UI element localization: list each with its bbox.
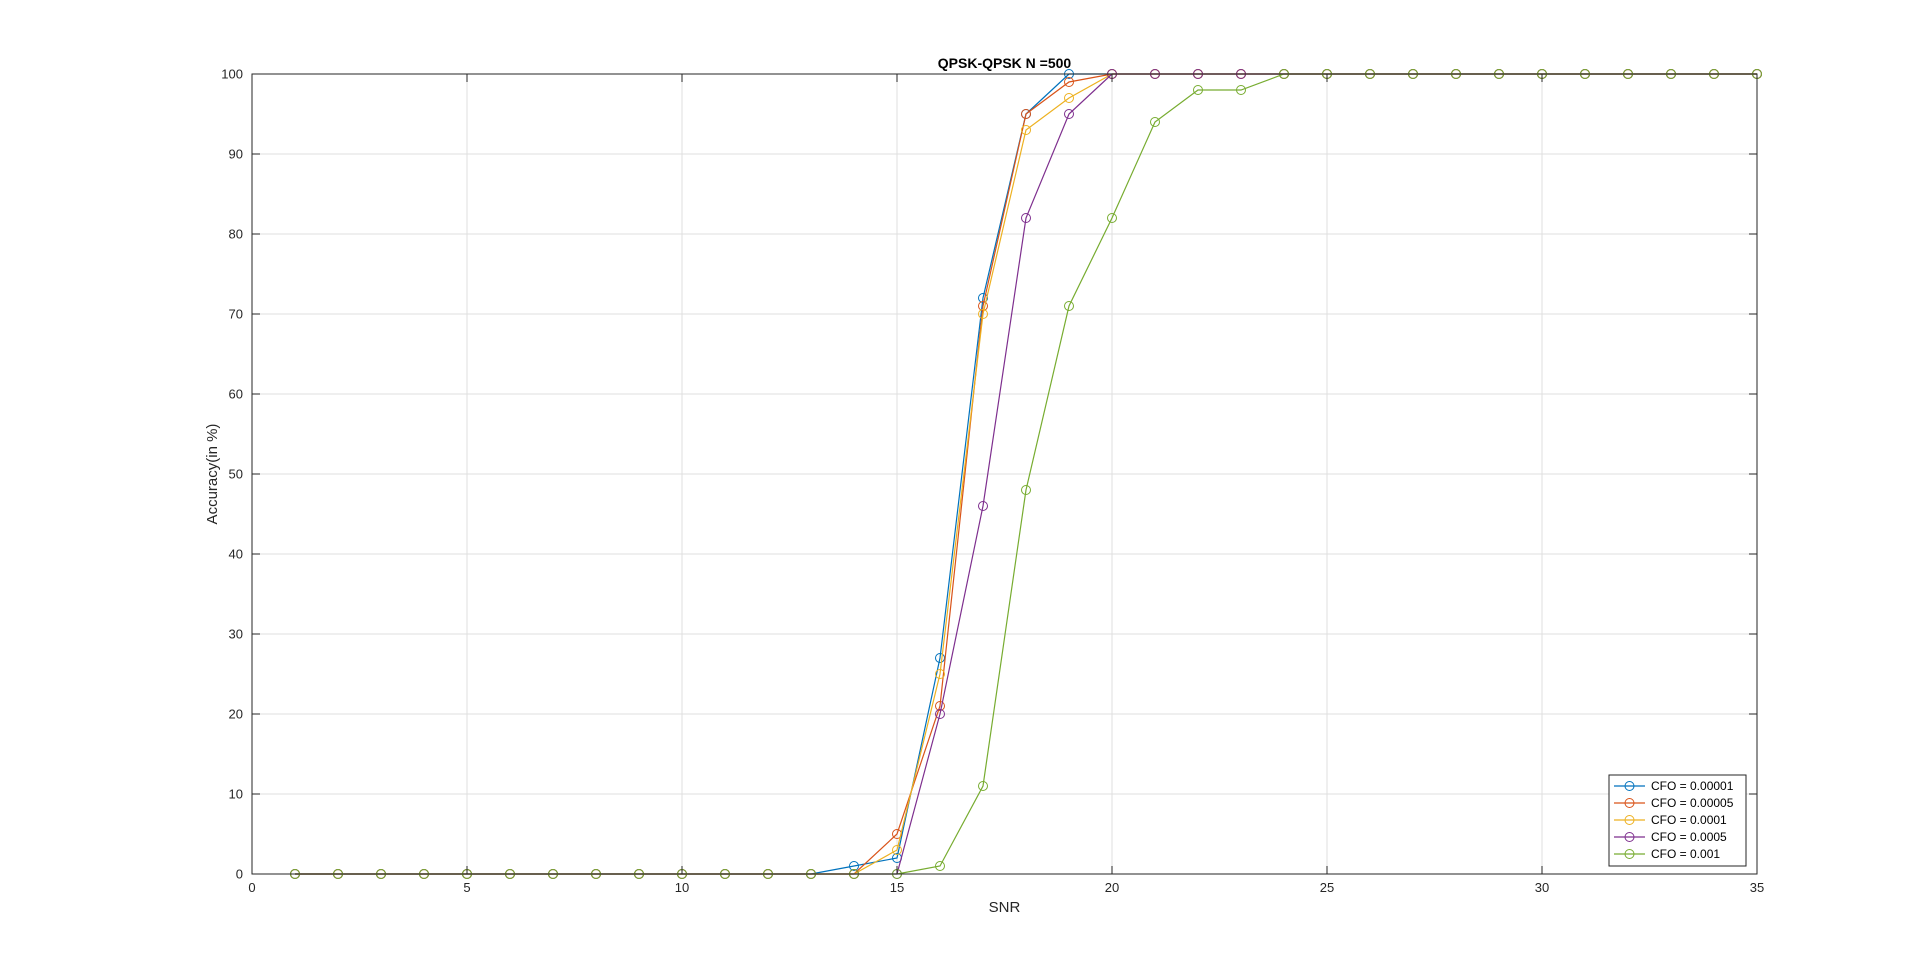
data-point [1021, 109, 1031, 119]
data-point [978, 781, 988, 791]
x-tick-label: 25 [1320, 880, 1334, 895]
legend-label: CFO = 0.00005 [1651, 796, 1734, 810]
data-point [1064, 301, 1074, 311]
y-tick-label: 40 [229, 547, 243, 562]
plot-area [251, 69, 1762, 879]
legend-item: CFO = 0.00005 [1614, 796, 1734, 810]
legend-marker [1624, 781, 1635, 791]
x-tick-label: 5 [463, 880, 470, 895]
data-point [1064, 93, 1074, 103]
y-tick-label: 10 [229, 787, 243, 802]
data-point [978, 309, 988, 319]
data-point [978, 301, 988, 311]
y-tick-label: 90 [229, 147, 243, 162]
data-point [935, 701, 945, 711]
legend: CFO = 0.00001 CFO = 0.00005 CFO = 0.0001 CF… [1608, 774, 1747, 867]
data-point [935, 669, 945, 679]
ticks [251, 73, 1758, 875]
data-point [1107, 213, 1117, 223]
data-point [935, 861, 945, 871]
y-tick-label: 80 [229, 227, 243, 242]
data-point [1021, 485, 1031, 495]
x-axis-label: SNR [989, 899, 1021, 916]
legend-label: CFO = 0.0001 [1651, 813, 1727, 827]
x-tick-label: 30 [1535, 880, 1549, 895]
x-tick-label: 35 [1750, 880, 1764, 895]
y-axis-label: Accuracy(in %) [204, 424, 221, 525]
data-point [892, 845, 902, 855]
data-point [1064, 77, 1074, 87]
legend-label: CFO = 0.001 [1651, 847, 1720, 861]
data-point [1193, 85, 1203, 95]
legend-item: CFO = 0.001 [1614, 847, 1720, 861]
legend-item: CFO = 0.0001 [1614, 813, 1727, 827]
legend-label: CFO = 0.00001 [1651, 779, 1734, 793]
legend-item: CFO = 0.0005 [1614, 830, 1727, 844]
legend-marker [1624, 832, 1635, 842]
data-point [1064, 109, 1074, 119]
chart-title: QPSK-QPSK N =500 [938, 55, 1072, 71]
data-point [849, 861, 859, 871]
x-tick-label: 20 [1105, 880, 1119, 895]
data-point [1021, 125, 1031, 135]
y-tick-label: 60 [229, 387, 243, 402]
y-tick-label: 50 [229, 467, 243, 482]
x-tick-label: 15 [890, 880, 904, 895]
y-tick-label: 20 [229, 707, 243, 722]
x-tick-label: 10 [675, 880, 689, 895]
data-point [1236, 85, 1246, 95]
data-point [935, 709, 945, 719]
legend-label: CFO = 0.0005 [1651, 830, 1727, 844]
legend-marker [1624, 815, 1635, 825]
data-point [1021, 213, 1031, 223]
y-tick-label: 30 [229, 627, 243, 642]
y-tick-label: 0 [236, 867, 243, 882]
data-point [978, 501, 988, 511]
legend-item: CFO = 0.00001 [1614, 779, 1734, 793]
y-tick-label: 70 [229, 307, 243, 322]
y-tick-label: 100 [221, 67, 243, 82]
legend-marker [1624, 798, 1635, 808]
data-point [978, 293, 988, 303]
data-point [935, 653, 945, 663]
legend-marker [1624, 849, 1635, 859]
data-point [1150, 117, 1160, 127]
x-tick-label: 0 [248, 880, 255, 895]
